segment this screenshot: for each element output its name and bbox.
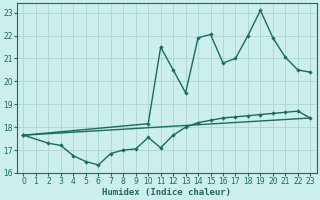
X-axis label: Humidex (Indice chaleur): Humidex (Indice chaleur): [102, 188, 231, 197]
